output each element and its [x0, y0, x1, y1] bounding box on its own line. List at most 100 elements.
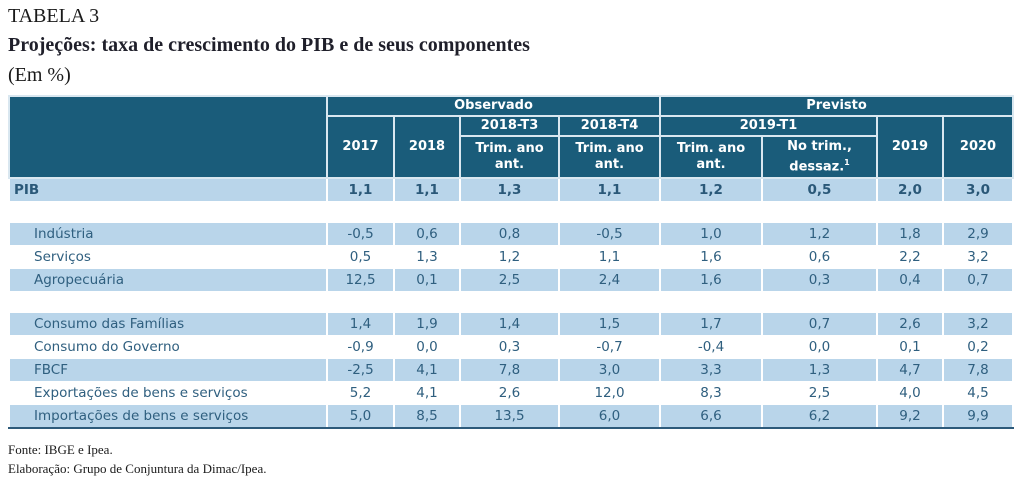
projections-table: Observado Previsto 2017 2018 2018-T3 201…	[8, 95, 1015, 429]
value-cell: 1,6	[659, 245, 763, 269]
col-2019-t1-qoq-label: No trim., dessaz.	[787, 138, 852, 175]
col-2020: 2020	[941, 115, 1015, 179]
table-row: Importações de bens e serviços 5,0 8,5 13,5…	[8, 404, 1015, 429]
col-2018-t4-yoy-label: Trim. ano ant.	[575, 141, 644, 172]
value-cell: 1,3	[459, 177, 560, 202]
row-label: Serviços	[8, 245, 328, 269]
spacer-cell	[941, 291, 1015, 313]
source-note: Fonte: IBGE e Ipea.	[8, 442, 113, 457]
subgroup-2018-t4: 2018-T4	[558, 115, 661, 137]
row-label: Indústria	[8, 222, 328, 246]
value-cell: 0,8	[459, 222, 560, 246]
value-cell: 7,8	[459, 358, 560, 382]
table-row: Exportações de bens e serviços 5,2 4,1 2,6 1…	[8, 381, 1015, 405]
row-label: Exportações de bens e serviços	[8, 381, 328, 405]
spacer-cell	[941, 201, 1015, 223]
elaboration-note: Elaboração: Grupo de Conjuntura da Dimac…	[8, 461, 267, 476]
value-cell: 0,7	[941, 268, 1015, 292]
value-cell: 3,0	[941, 177, 1015, 202]
value-cell: 0,5	[326, 245, 395, 269]
value-cell: 2,6	[459, 381, 560, 405]
value-cell: -0,4	[659, 335, 763, 359]
value-cell: 13,5	[459, 404, 560, 429]
col-2019-t1-yoy-label: Trim. ano ant.	[676, 141, 746, 172]
col-2019: 2019	[876, 115, 944, 179]
value-cell: 1,6	[659, 268, 763, 292]
value-cell: 6,2	[761, 404, 878, 429]
row-label: FBCF	[8, 358, 328, 382]
value-cell: 2,5	[761, 381, 878, 405]
spacer-row	[8, 291, 1015, 313]
value-cell: 2,2	[876, 245, 944, 269]
subgroup-2019-t1: 2019-T1	[659, 115, 878, 137]
value-cell: 0,2	[941, 335, 1015, 359]
spacer-cell	[8, 201, 328, 223]
col-2017: 2017	[326, 115, 395, 179]
header-blank	[8, 95, 328, 179]
value-cell: 1,1	[558, 245, 661, 269]
value-cell: -0,9	[326, 335, 395, 359]
spacer-row	[8, 201, 1015, 223]
group-forecast: Previsto	[658, 95, 1015, 117]
value-cell: 1,0	[659, 222, 763, 246]
spacer-cell	[393, 291, 461, 313]
value-cell: 1,1	[558, 177, 661, 202]
value-cell: 4,0	[876, 381, 944, 405]
value-cell: 0,1	[393, 268, 461, 292]
table-number: TABELA 3	[8, 5, 100, 27]
value-cell: 0,1	[876, 335, 944, 359]
row-label: PIB	[8, 177, 328, 202]
value-cell: 1,8	[876, 222, 944, 246]
spacer-cell	[659, 291, 763, 313]
value-cell: 7,8	[941, 358, 1015, 382]
col-2019-t1-yoy: Trim. ano ant.	[659, 135, 763, 179]
table-row: Serviços 0,5 1,3 1,2 1,1 1,6 0,6 2,2 3,2	[8, 245, 1015, 269]
table-row: PIB 1,1 1,1 1,3 1,1 1,2 0,5 2,0 3,0	[8, 177, 1015, 202]
value-cell: 8,3	[659, 381, 763, 405]
value-cell: -0,5	[558, 222, 661, 246]
col-2018-t3-yoy: Trim. ano ant.	[459, 135, 560, 179]
spacer-cell	[459, 291, 560, 313]
table-row: Consumo das Famílias 1,4 1,9 1,4 1,5 1,7 0,7 2,…	[8, 312, 1015, 336]
value-cell: 1,1	[326, 177, 395, 202]
value-cell: 4,7	[876, 358, 944, 382]
value-cell: 1,9	[393, 312, 461, 336]
table-title: Projeções: taxa de crescimento do PIB e …	[8, 34, 530, 56]
spacer-cell	[558, 291, 661, 313]
col-2019-t1-qoq: No trim., dessaz.1	[761, 135, 878, 179]
value-cell: 12,5	[326, 268, 395, 292]
value-cell: 0,6	[761, 245, 878, 269]
value-cell: -0,5	[326, 222, 395, 246]
spacer-cell	[459, 201, 560, 223]
col-2018-t3-yoy-label: Trim. ano ant.	[475, 141, 544, 172]
value-cell: 9,9	[941, 404, 1015, 429]
spacer-cell	[558, 201, 661, 223]
table-row: FBCF -2,5 4,1 7,8 3,0 3,3 1,3 4,7 7,8	[8, 358, 1015, 382]
table-row: Agropecuária 12,5 0,1 2,5 2,4 1,6 0,3 0,4 0,7	[8, 268, 1015, 292]
subgroup-2018-t3: 2018-T3	[459, 115, 560, 137]
row-label: Consumo do Governo	[8, 335, 328, 359]
footnote-marker: 1	[844, 157, 850, 167]
spacer-cell	[659, 201, 763, 223]
group-observed: Observado	[326, 95, 661, 117]
value-cell: 3,0	[558, 358, 661, 382]
value-cell: 1,1	[393, 177, 461, 202]
value-cell: 6,6	[659, 404, 763, 429]
value-cell: 0,7	[761, 312, 878, 336]
value-cell: 0,5	[761, 177, 878, 202]
value-cell: 0,3	[761, 268, 878, 292]
value-cell: 1,3	[761, 358, 878, 382]
spacer-cell	[326, 201, 395, 223]
col-2018: 2018	[393, 115, 461, 179]
value-cell: 4,1	[393, 358, 461, 382]
value-cell: 2,4	[558, 268, 661, 292]
spacer-cell	[876, 291, 944, 313]
col-2018-t4-yoy: Trim. ano ant.	[558, 135, 661, 179]
value-cell: 4,5	[941, 381, 1015, 405]
col-2019-t1-qoq-wrap: No trim., dessaz.1	[780, 139, 860, 175]
spacer-cell	[326, 291, 395, 313]
value-cell: 1,3	[393, 245, 461, 269]
value-cell: 0,6	[393, 222, 461, 246]
table-notes: Fonte: IBGE e Ipea. Elaboração: Grupo de…	[8, 440, 266, 478]
value-cell: 2,6	[876, 312, 944, 336]
